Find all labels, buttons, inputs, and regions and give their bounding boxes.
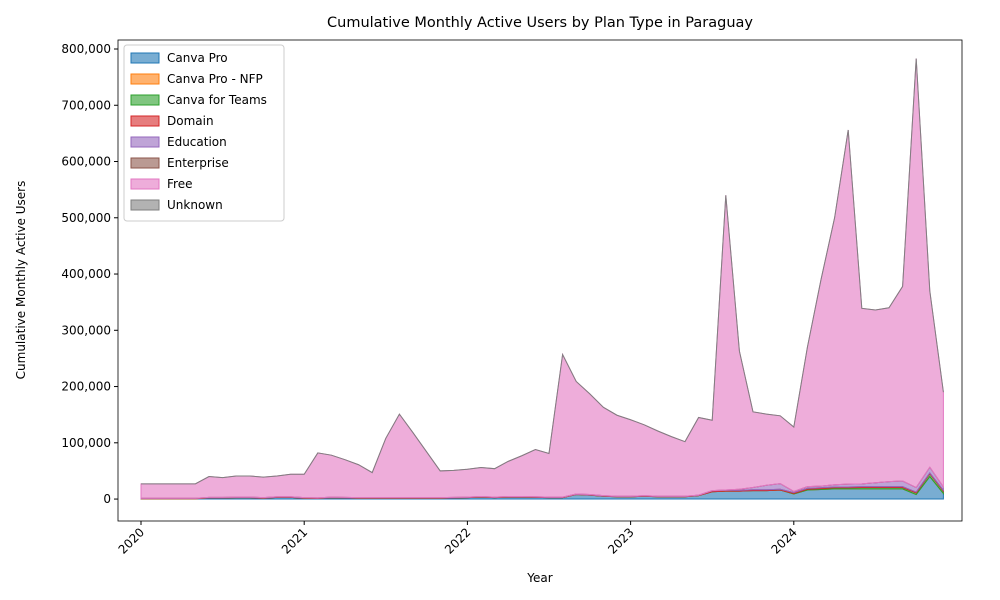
y-tick-label: 300,000 [61,323,111,337]
x-tick-label: 2022 [442,525,473,556]
y-tick-label: 500,000 [61,211,111,225]
legend: Canva Pro Canva Pro - NFP Canva for Teams D… [123,44,285,222]
legend-frame [123,44,285,222]
legend-swatch [130,73,160,85]
legend-label: Canva Pro [167,51,228,65]
area [141,58,944,485]
y-tick-label: 0 [103,492,111,506]
y-tick-label: 700,000 [61,98,111,112]
legend-label: Canva Pro - NFP [167,72,263,86]
x-tick-label: 2024 [768,525,799,556]
legend-swatch [130,178,160,190]
y-tick-label: 600,000 [61,155,111,169]
legend-swatch [130,52,160,64]
y-tick-label: 200,000 [61,380,111,394]
legend-swatch [130,136,160,148]
legend-swatch [130,199,160,211]
y-tick-label: 100,000 [61,436,111,450]
y-axis-label: Cumulative Monthly Active Users [14,181,28,380]
legend-swatch [130,157,160,169]
legend-label: Domain [167,114,214,128]
x-tick-label: 2023 [605,525,636,556]
y-tick-label: 400,000 [61,267,111,281]
legend-swatch [130,115,160,127]
legend-label: Canva for Teams [167,93,267,107]
legend-label: Free [167,177,192,191]
chart-title: Cumulative Monthly Active Users by Plan … [327,15,753,31]
y-tick-label: 800,000 [61,42,111,56]
legend-label: Education [167,135,227,149]
legend-label: Enterprise [167,156,229,170]
x-tick-label: 2020 [116,525,147,556]
x-tick-label: 2021 [279,525,310,556]
legend-swatch [130,94,160,106]
x-axis-label: Year [526,571,552,585]
legend-label: Unknown [167,198,223,212]
plot-frame [117,39,963,522]
